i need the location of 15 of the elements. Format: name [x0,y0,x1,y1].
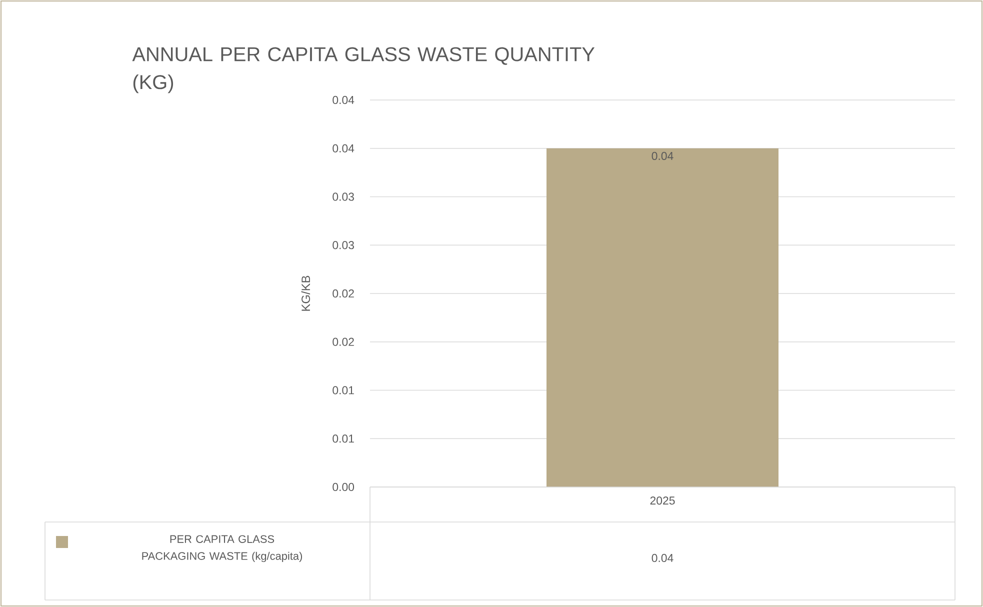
text: PER CAPITA GLASS PACKAGING WASTE (kg/capita) [142,535,302,562]
y-tick-label: 0.04 [332,144,354,152]
y-tick-label: 0.03 [332,192,354,201]
y-tick-label: 0.02 [332,338,354,346]
data-label: 0.04 [652,152,674,160]
y-tick-label: 0.02 [332,289,354,298]
y-tick-label: 0.04 [332,96,354,104]
y-axis-title: KG/KB [301,276,310,311]
y-tick-label: 0.00 [332,482,354,492]
y-tick-label: 0.01 [332,434,354,443]
text: 0.04 [652,554,674,562]
y-tick-label: 0.01 [332,386,354,394]
chart-title: ANNUAL PER CAPITA GLASS WASTE QUANTITY (KG) [132,47,595,94]
y-tick-label: 0.03 [332,241,354,250]
x-tick-label: 2025 [650,496,675,505]
